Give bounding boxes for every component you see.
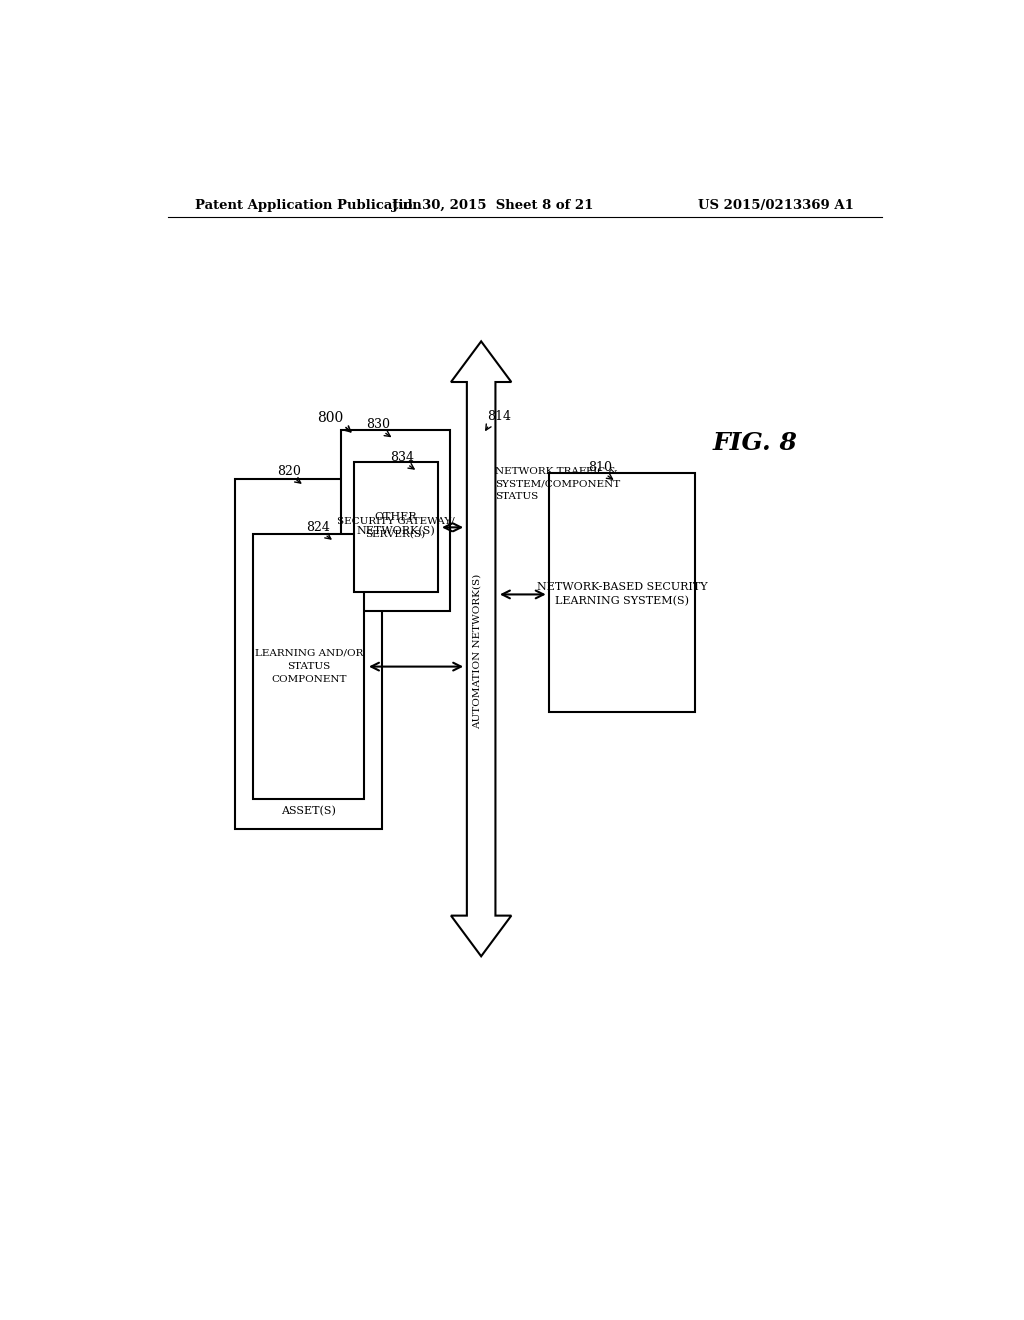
Text: 830: 830: [367, 418, 390, 432]
Bar: [341, 430, 451, 611]
Text: ASSET(S): ASSET(S): [282, 805, 336, 816]
Text: 814: 814: [486, 411, 511, 424]
Text: Jul. 30, 2015  Sheet 8 of 21: Jul. 30, 2015 Sheet 8 of 21: [392, 198, 594, 211]
Bar: [236, 479, 382, 829]
Text: US 2015/0213369 A1: US 2015/0213369 A1: [698, 198, 854, 211]
Bar: [253, 535, 365, 799]
Text: 834: 834: [390, 450, 414, 463]
Text: Patent Application Publication: Patent Application Publication: [196, 198, 422, 211]
Text: OTHER
NETWORK(S): OTHER NETWORK(S): [356, 512, 435, 536]
Text: FIG. 8: FIG. 8: [713, 432, 798, 455]
Text: SECURITY GATEWAY/
SERVER(S): SECURITY GATEWAY/ SERVER(S): [337, 516, 455, 539]
Text: 810: 810: [588, 461, 612, 474]
Bar: [549, 474, 695, 713]
Text: AUTOMATION NETWORK(S): AUTOMATION NETWORK(S): [473, 574, 481, 729]
Text: 824: 824: [306, 521, 330, 533]
Bar: [354, 462, 437, 593]
Text: NETWORK TRAFFIC &
SYSTEM/COMPONENT
STATUS: NETWORK TRAFFIC & SYSTEM/COMPONENT STATU…: [495, 467, 620, 500]
Polygon shape: [451, 342, 511, 956]
Text: NETWORK-BASED SECURITY
LEARNING SYSTEM(S): NETWORK-BASED SECURITY LEARNING SYSTEM(S…: [538, 582, 708, 607]
Text: 800: 800: [317, 411, 343, 425]
Text: LEARNING AND/OR
STATUS
COMPONENT: LEARNING AND/OR STATUS COMPONENT: [255, 649, 364, 684]
Text: 820: 820: [278, 465, 301, 478]
